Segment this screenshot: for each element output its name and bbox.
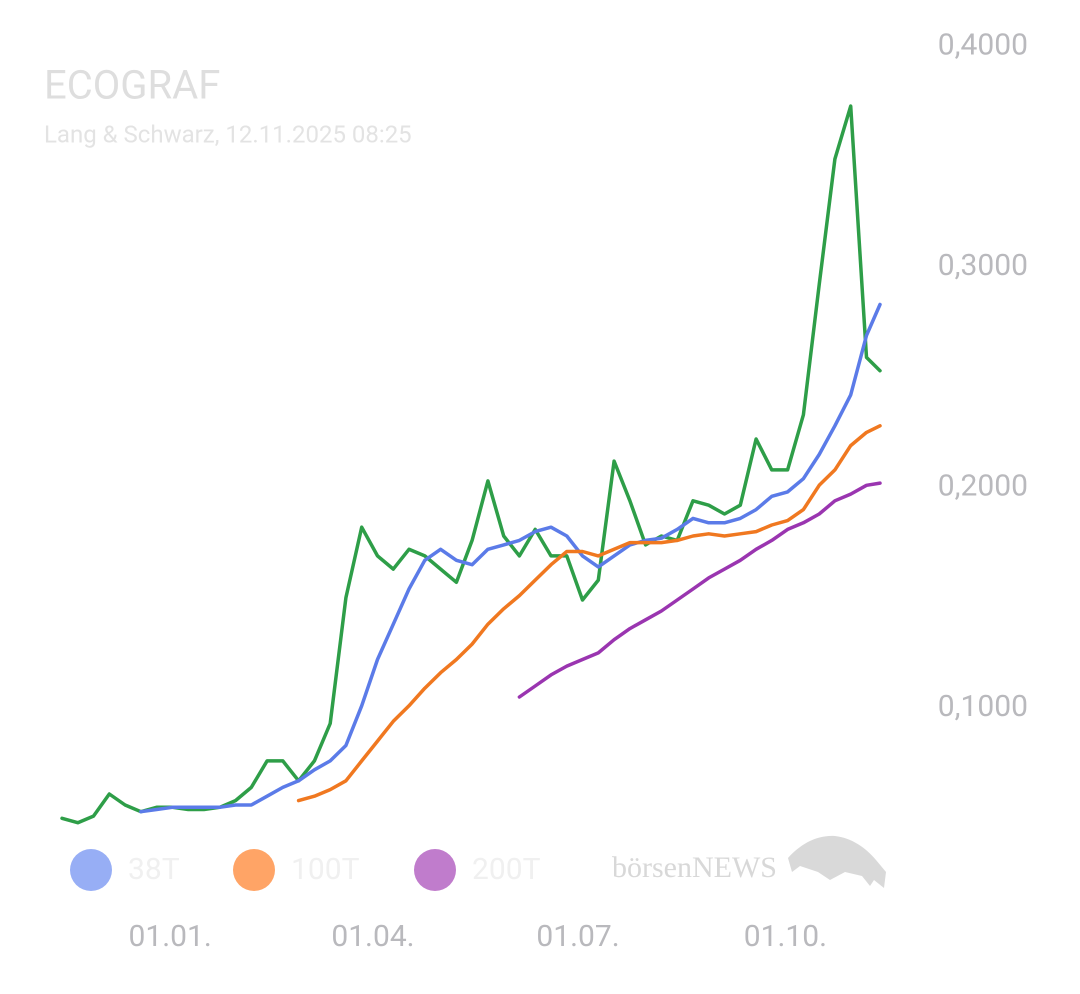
x-tick-label: 01.10. xyxy=(744,919,827,954)
bull-logo xyxy=(788,835,886,888)
legend-marker xyxy=(414,849,456,891)
chart-subtitle: Lang & Schwarz, 12.11.2025 08:25 xyxy=(44,120,412,148)
series-line xyxy=(139,302,882,814)
watermark: börsenNEWS xyxy=(612,851,777,884)
y-tick-label: 0,2000 xyxy=(938,468,1028,503)
legend-marker xyxy=(70,849,112,891)
series-line xyxy=(517,481,882,699)
chart-title: ECOGRAF xyxy=(44,62,220,109)
x-tick-label: 01.07. xyxy=(536,919,619,954)
x-tick-label: 01.04. xyxy=(331,919,414,954)
legend-label: 200T xyxy=(472,852,541,887)
y-tick-label: 0,1000 xyxy=(938,689,1028,724)
series-line xyxy=(296,424,882,803)
legend-marker xyxy=(233,849,275,891)
series-line xyxy=(60,104,882,825)
x-tick-label: 01.01. xyxy=(129,919,212,954)
legend-label: 38T xyxy=(128,852,180,887)
y-tick-label: 0,4000 xyxy=(938,27,1028,62)
y-tick-label: 0,3000 xyxy=(938,248,1028,283)
legend-label: 100T xyxy=(291,852,360,887)
